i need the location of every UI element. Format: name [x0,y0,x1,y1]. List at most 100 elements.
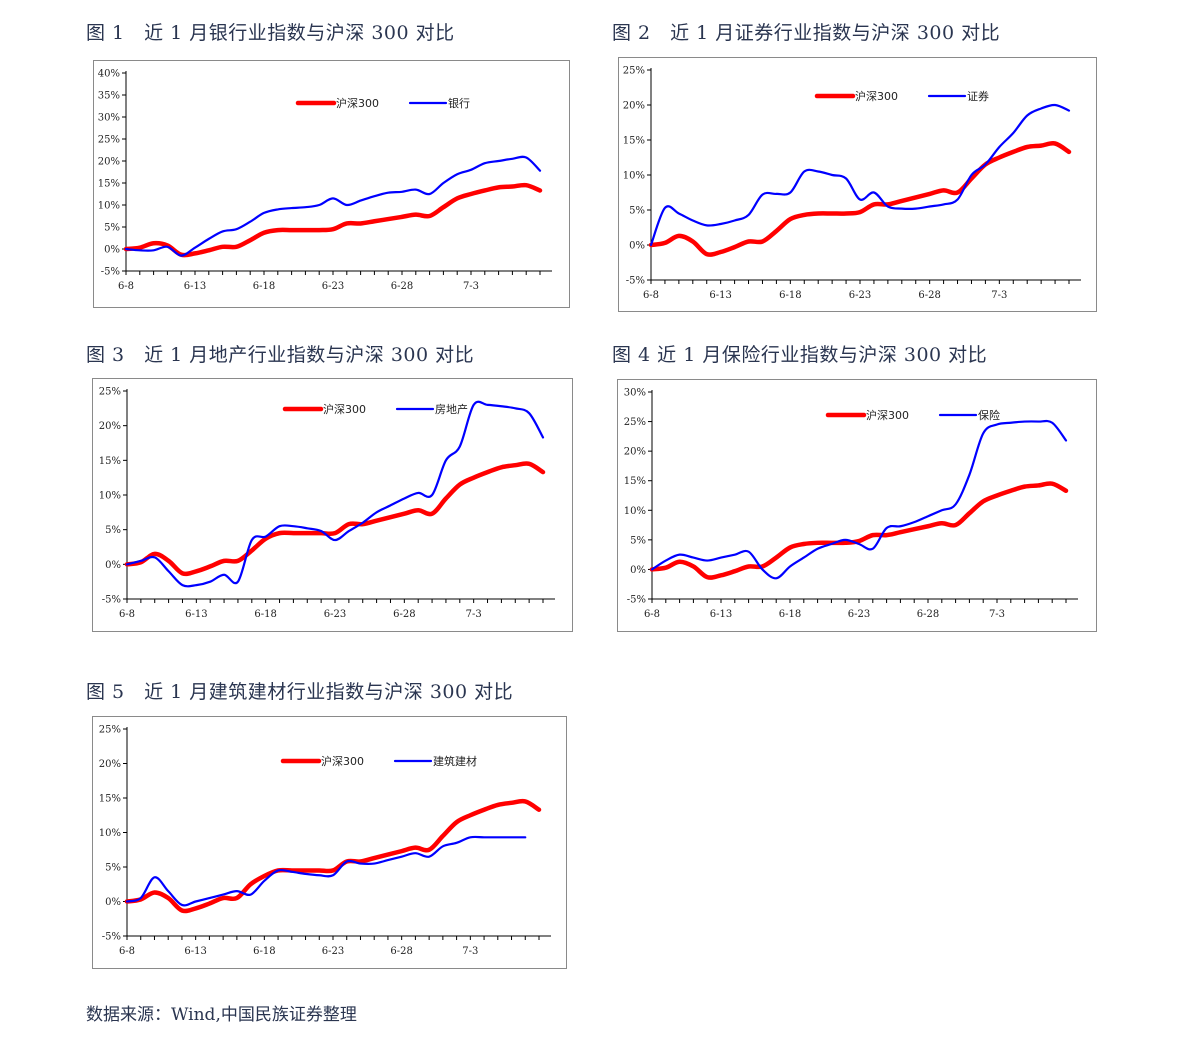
y-tick-label: -5% [101,267,120,278]
x-tick-label: 6-23 [324,609,346,620]
figure-caption-2: 图 2 近 1 月证券行业指数与沪深 300 对比 [612,22,1001,44]
y-tick-label: 10% [99,491,121,502]
x-tick-label: 6-18 [253,946,275,957]
y-tick-label: 10% [623,171,645,182]
x-tick-label: 6-13 [184,946,206,957]
chart-2: -5% 0% 5% 10% 15% 20% 25% 6-8 6-13 6-18 6-23 6-28 7-… [623,66,1081,301]
chart-frame-5: -5% 0% 5% 10% 15% 20% 25% 6-8 6-13 6-18 6-23 6-28 7-… [92,716,567,969]
y-tick-label: -5% [627,595,646,606]
x-tick-label: 6-23 [322,281,344,292]
x-tick-label: 6-28 [391,281,413,292]
y-tick-label: -5% [102,595,121,606]
y-tick-label: 5% [104,223,120,234]
x-tick-label: 7-3 [466,609,482,620]
y-tick-label: 10% [624,506,646,517]
chart-frame-3: -5% 0% 5% 10% 15% 20% 25% 6-8 6-13 6-18 6-23 6-28 7-… [92,378,573,632]
y-tick-label: 0% [630,565,646,576]
x-tick-label: 6-18 [254,609,276,620]
y-tick-label: 15% [99,456,121,467]
series-line-hs300 [124,461,546,577]
x-tick-label: 6-23 [848,609,870,620]
y-tick-label: 15% [624,476,646,487]
x-tick-label: 6-23 [322,946,344,957]
y-tick-label: 20% [99,759,121,770]
y-tick-label: 15% [99,794,121,805]
y-tick-label: 30% [98,113,120,124]
chart-4: -5% 0% 5% 10% 15% 20% 25% 30% 6-8 6-13 6-18 6-23 6-2… [624,388,1078,620]
y-tick-label: 5% [629,206,645,217]
chart-3: -5% 0% 5% 10% 15% 20% 25% 6-8 6-13 6-18 6-23 6-28 7-… [99,387,555,620]
y-tick-label: 20% [98,157,120,168]
y-tick-label: 20% [623,101,645,112]
series-line-hs300 [649,481,1069,580]
legend-label: 房地产 [435,402,468,416]
legend-label: 证券 [967,89,989,103]
y-tick-label: -5% [102,932,121,943]
figure-caption-5: 图 5 近 1 月建筑建材行业指数与沪深 300 对比 [86,681,514,703]
chart-frame-1: -5% 0% 5% 10% 15% 20% 25% 30% 35% 40% 6-8 6-13 6-18 6… [93,60,570,308]
chart-frame-4: -5% 0% 5% 10% 15% 20% 25% 30% 6-8 6-13 6-18 6-23 6-2… [617,379,1097,632]
y-tick-label: 25% [99,387,121,398]
y-tick-label: 10% [99,828,121,839]
y-tick-label: 15% [98,179,120,190]
y-tick-label: 0% [104,245,120,256]
x-tick-label: 6-8 [119,946,135,957]
series-line-sector [125,835,527,907]
series-line-hs300 [648,141,1072,257]
x-tick-label: 7-3 [463,281,479,292]
x-tick-label: 6-23 [849,290,871,301]
y-tick-label: 15% [623,136,645,147]
figure-caption-1: 图 1 近 1 月银行业指数与沪深 300 对比 [86,22,455,44]
legend-label: 沪深300 [321,754,364,768]
y-tick-label: 25% [624,417,646,428]
y-tick-label: 0% [629,241,645,252]
series-line-hs300 [124,798,542,914]
y-tick-label: 20% [99,421,121,432]
figure-caption-3: 图 3 近 1 月地产行业指数与沪深 300 对比 [86,344,475,366]
y-tick-label: 0% [105,560,121,571]
y-tick-label: 10% [98,201,120,212]
x-tick-label: 6-13 [710,609,732,620]
x-tick-label: 6-28 [393,609,415,620]
y-tick-label: 20% [624,447,646,458]
x-tick-label: 6-8 [118,281,134,292]
series-line-hs300 [123,182,543,258]
x-tick-label: 6-18 [779,609,801,620]
x-tick-label: 6-8 [644,609,660,620]
x-tick-label: 6-8 [119,609,135,620]
legend-label: 建筑建材 [433,754,477,768]
x-tick-label: 6-13 [709,290,731,301]
y-tick-label: 5% [105,525,121,536]
x-tick-label: 6-18 [253,281,275,292]
x-tick-label: 6-18 [779,290,801,301]
chart-5: -5% 0% 5% 10% 15% 20% 25% 6-8 6-13 6-18 6-23 6-28 7-… [99,725,551,957]
legend-label: 保险 [978,408,1000,422]
legend-label: 沪深300 [336,96,379,110]
y-tick-label: 30% [624,388,646,399]
x-tick-label: 6-8 [643,290,659,301]
y-tick-label: 5% [630,535,646,546]
x-tick-label: 6-28 [390,946,412,957]
x-tick-label: 6-28 [917,609,939,620]
x-tick-label: 6-13 [185,609,207,620]
series-line-sector [650,419,1068,580]
y-tick-label: 5% [105,863,121,874]
y-tick-label: 35% [98,91,120,102]
y-tick-label: -5% [626,276,645,287]
y-tick-label: 25% [99,725,121,736]
x-tick-label: 6-28 [918,290,940,301]
legend-label: 沪深300 [866,408,909,422]
x-tick-label: 7-3 [462,946,478,957]
series-line-sector [649,103,1071,247]
legend-label: 银行 [448,96,470,110]
figure-caption-4: 图 4 近 1 月保险行业指数与沪深 300 对比 [612,344,988,366]
chart-1: -5% 0% 5% 10% 15% 20% 25% 30% 35% 40% 6-8 6-13 6-18 6… [98,69,552,292]
y-tick-label: 25% [98,135,120,146]
x-tick-label: 6-13 [184,281,206,292]
legend-label: 沪深300 [323,402,366,416]
series-line-sector [124,155,542,257]
x-tick-label: 7-3 [991,290,1007,301]
data-source-note: 数据来源：Wind,中国民族证券整理 [86,1005,357,1025]
legend-label: 沪深300 [855,89,898,103]
y-tick-label: 0% [105,897,121,908]
